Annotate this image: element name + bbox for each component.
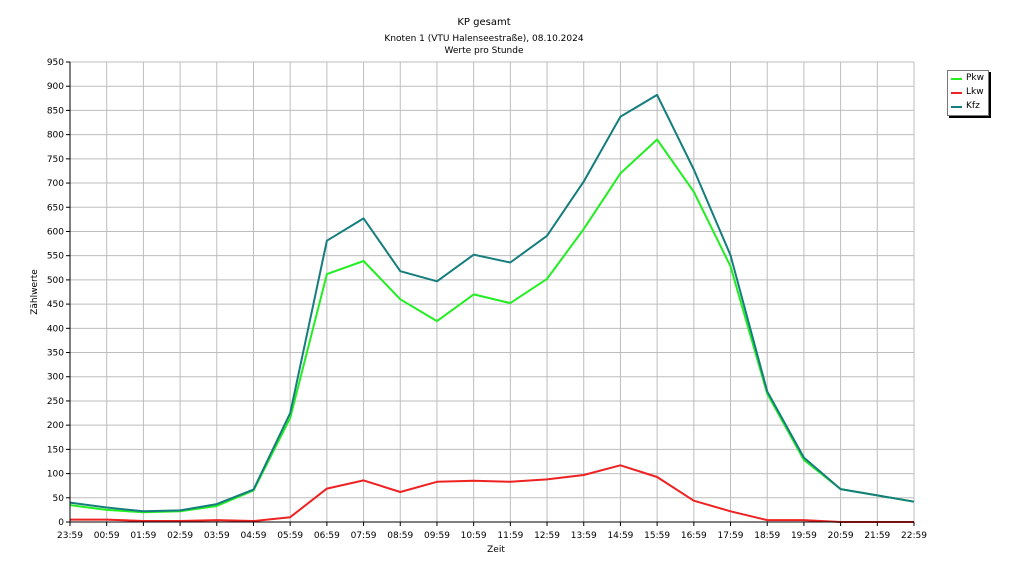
legend-label: Pkw xyxy=(966,73,984,83)
x-axis-label: Zeit xyxy=(487,545,505,555)
legend: Pkw Lkw Kfz xyxy=(947,70,989,116)
x-tick-label: 15:59 xyxy=(644,531,670,541)
x-tick-label: 23:59 xyxy=(57,531,83,541)
x-tick-label: 13:59 xyxy=(571,531,597,541)
legend-item-lkw: Lkw xyxy=(948,86,988,99)
x-tick-label: 18:59 xyxy=(754,531,780,541)
y-tick-label: 300 xyxy=(47,373,64,383)
series-line-lkw xyxy=(70,464,914,523)
y-tick-label: 400 xyxy=(47,324,64,334)
y-tick-label: 50 xyxy=(53,494,65,504)
chart-subtitle-2: Werte pro Stunde xyxy=(444,46,524,56)
y-tick-label: 350 xyxy=(47,349,64,359)
x-tick-label: 20:59 xyxy=(828,531,854,541)
x-tick-label: 22:59 xyxy=(901,531,927,541)
y-tick-label: 500 xyxy=(47,276,64,286)
legend-swatch xyxy=(951,78,962,80)
x-tick-label: 08:59 xyxy=(387,531,413,541)
y-tick-label: 100 xyxy=(47,470,64,480)
x-tick-label: 17:59 xyxy=(718,531,744,541)
y-tick-label: 650 xyxy=(47,203,64,213)
y-tick-label: 200 xyxy=(47,421,64,431)
series-lines xyxy=(69,93,915,523)
y-tick-label: 550 xyxy=(47,252,64,262)
series-line-pkw xyxy=(69,138,915,514)
x-tick-label: 00:59 xyxy=(94,531,120,541)
legend-label: Kfz xyxy=(966,101,980,111)
x-tick-label: 07:59 xyxy=(351,531,377,541)
x-tick-label: 06:59 xyxy=(314,531,340,541)
x-tick-label: 14:59 xyxy=(607,531,633,541)
legend-item-kfz: Kfz xyxy=(948,100,988,113)
legend-item-pkw: Pkw xyxy=(948,72,988,85)
x-tick-label: 12:59 xyxy=(534,531,560,541)
chart-subtitle: Knoten 1 (VTU Halenseestraße), 08.10.202… xyxy=(384,34,584,44)
chart-title: KP gesamt xyxy=(457,17,511,28)
y-tick-label: 950 xyxy=(47,58,64,68)
legend-label: Lkw xyxy=(966,87,984,97)
grid xyxy=(69,61,915,523)
y-tick-label: 900 xyxy=(47,82,64,92)
legend-swatch xyxy=(951,106,962,108)
x-tick-label: 04:59 xyxy=(241,531,267,541)
axes: 0 50 100 150 200 250 300 350 400 450 500 550 600 650 7… xyxy=(47,58,927,541)
y-tick-label: 800 xyxy=(47,131,64,141)
x-tick-label: 10:59 xyxy=(461,531,487,541)
x-tick-label: 02:59 xyxy=(167,531,193,541)
y-tick-label: 700 xyxy=(47,179,64,189)
y-tick-label: 150 xyxy=(47,445,64,455)
y-tick-label: 850 xyxy=(47,106,64,116)
y-tick-label: 600 xyxy=(47,227,64,237)
x-tick-label: 16:59 xyxy=(681,531,707,541)
y-tick-label: 450 xyxy=(47,300,64,310)
legend-swatch xyxy=(951,92,962,94)
y-tick-label: 0 xyxy=(58,518,64,528)
x-tick-label: 01:59 xyxy=(130,531,156,541)
y-tick-label: 250 xyxy=(47,397,64,407)
x-tick-label: 03:59 xyxy=(204,531,230,541)
series-line-kfz xyxy=(69,93,915,513)
y-axis-label: Zählwerte xyxy=(30,269,40,315)
x-tick-label: 05:59 xyxy=(277,531,303,541)
y-tick-label: 750 xyxy=(47,155,64,165)
x-tick-label: 21:59 xyxy=(864,531,890,541)
x-tick-label: 09:59 xyxy=(424,531,450,541)
x-tick-label: 19:59 xyxy=(791,531,817,541)
x-tick-label: 11:59 xyxy=(497,531,523,541)
